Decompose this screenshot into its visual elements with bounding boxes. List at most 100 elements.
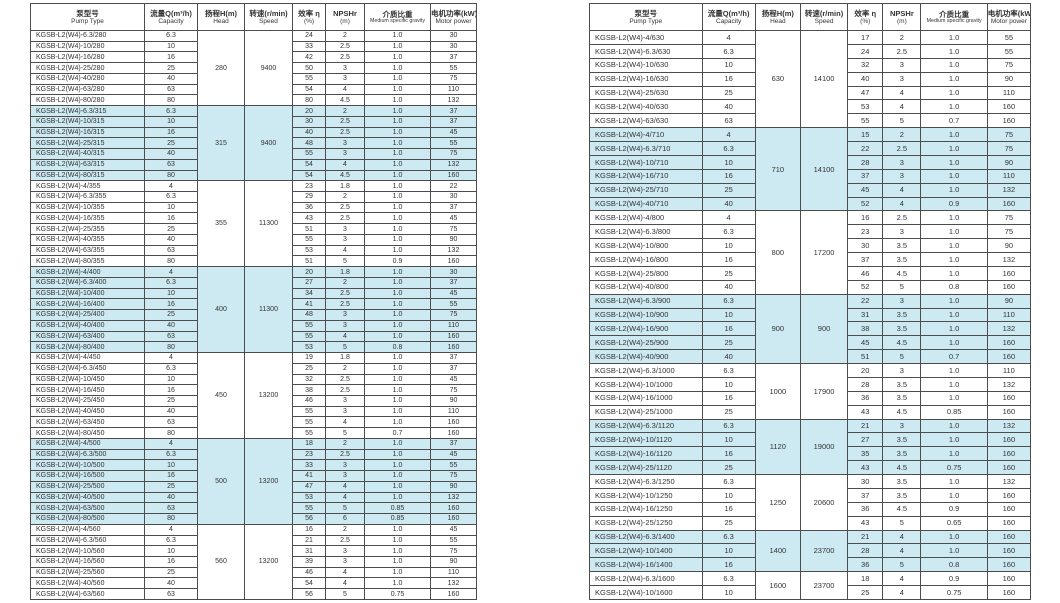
cell-capacity: 25: [144, 62, 198, 74]
cell-pump-type: KGSB-L2(W4)-4/500: [30, 437, 145, 450]
cell-pump-type: KGSB-L2(W4)-16/1000: [589, 390, 703, 406]
cell-npshr: 4: [325, 480, 365, 493]
cell-efficiency: 54: [292, 577, 326, 590]
col-header-efficiency: 效率 η (%): [847, 3, 884, 31]
cell-motor-power: 90: [986, 71, 1032, 87]
cell-motor-power: 37: [430, 437, 477, 450]
cell-npshr: 3: [325, 405, 365, 418]
cell-gravity: 1.0: [920, 71, 988, 87]
cell-capacity: 6.3: [701, 141, 756, 156]
cell-pump-type: KGSB-L2(W4)-10/400: [30, 287, 145, 300]
cell-motor-power: 37: [430, 362, 477, 375]
cell-motor-power: 30: [430, 266, 477, 278]
cell-capacity: 6.3: [701, 418, 756, 434]
cell-head: 355: [197, 180, 245, 268]
cell-capacity: 25: [701, 335, 756, 351]
cell-efficiency: 41: [292, 470, 326, 482]
cell-gravity: 1.0: [364, 309, 431, 321]
cell-gravity: 1.0: [920, 418, 988, 434]
col-header-en: Speed: [814, 17, 834, 25]
cell-npshr: 2.5: [325, 287, 365, 300]
cell-gravity: 0.9: [920, 501, 988, 517]
cell-pump-type: KGSB-L2(W4)-63/315: [30, 158, 145, 171]
cell-npshr: 4: [325, 491, 365, 504]
cell-pump-type: KGSB-L2(W4)-80/355: [30, 255, 145, 268]
cell-gravity: 1.0: [364, 51, 431, 64]
cell-efficiency: 43: [847, 404, 884, 420]
cell-motor-power: 160: [986, 487, 1032, 503]
col-header-en: (m): [340, 17, 350, 25]
table-row: KGSB-L2(W4)-4/800 4 800 17200 16 2.5 1.0 75: [589, 210, 1032, 295]
cell-capacity: 25: [701, 515, 756, 531]
cell-npshr: 3.5: [882, 487, 922, 503]
cell-npshr: 2: [325, 191, 365, 203]
cell-efficiency: 39: [292, 555, 326, 568]
cell-npshr: 3.5: [882, 321, 922, 337]
cell-gravity: 1.0: [920, 307, 988, 323]
cell-gravity: 1.0: [364, 373, 431, 386]
cell-npshr: 3: [882, 293, 922, 309]
table-row: KGSB-L2(W4)-40/900 40 51 5 0.7 160: [589, 349, 1032, 364]
cell-motor-power: 132: [986, 474, 1032, 489]
cell-motor-power: 110: [986, 307, 1032, 323]
cell-capacity: 40: [701, 279, 756, 295]
cell-gravity: 0.9: [920, 196, 988, 212]
cell-gravity: 1.0: [364, 319, 431, 332]
cell-capacity: 6.3: [701, 529, 756, 545]
table-row: KGSB-L2(W4)-25/500 25 47 4 1.0 90: [30, 480, 477, 493]
cell-capacity: 63: [144, 158, 198, 171]
cell-speed: 19000: [799, 418, 849, 475]
cell-efficiency: 28: [847, 376, 884, 392]
cell-gravity: 1.0: [364, 83, 431, 96]
cell-motor-power: 75: [430, 72, 477, 85]
cell-motor-power: 132: [430, 577, 477, 590]
cell-motor-power: 132: [986, 252, 1032, 267]
cell-pump-type: KGSB-L2(W4)-6.3/400: [30, 276, 145, 289]
col-header-efficiency: 效率 η (%): [292, 3, 326, 31]
cell-pump-type: KGSB-L2(W4)-63/630: [589, 113, 703, 129]
cell-motor-power: 55: [986, 43, 1032, 59]
table-row: KGSB-L2(W4)-10/900 10 31 3.5 1.0 110: [589, 307, 1032, 323]
cell-speed: 14100: [799, 29, 849, 129]
cell-capacity: 63: [144, 416, 198, 429]
cell-pump-type: KGSB-L2(W4)-6.3/355: [30, 191, 145, 203]
pump-spec-table-left: 泵型号 Pump Type 流量Q(m³/h) Capacity 扬程H(m) Head 转…: [30, 3, 477, 601]
cell-pump-type: KGSB-L2(W4)-25/800: [589, 265, 703, 281]
cell-capacity: 10: [701, 57, 756, 73]
cell-speed: 9400: [244, 105, 293, 182]
cell-npshr: 3: [325, 394, 365, 407]
cell-pump-type: KGSB-L2(W4)-6.3/1600: [589, 571, 703, 586]
cell-gravity: 1.0: [364, 223, 431, 235]
cell-npshr: 3.5: [882, 307, 922, 323]
cell-efficiency: 55: [292, 502, 326, 515]
header-row: 泵型号 Pump Type 流量Q(m³/h) Capacity 扬程H(m) Head 转…: [30, 3, 477, 31]
cell-npshr: 1.8: [325, 266, 365, 278]
cell-motor-power: 90: [430, 555, 477, 568]
cell-pump-type: KGSB-L2(W4)-40/315: [30, 148, 145, 160]
cell-pump-type: KGSB-L2(W4)-4/355: [30, 180, 145, 193]
cell-capacity: 6.3: [701, 224, 756, 240]
cell-efficiency: 53: [292, 341, 326, 354]
cell-motor-power: 160: [986, 515, 1032, 531]
table-row: KGSB-L2(W4)-4/560 4 560 13200 16 2 1.0 45: [30, 523, 477, 601]
cell-motor-power: 75: [430, 148, 477, 160]
cell-npshr: 2: [325, 105, 365, 117]
cell-motor-power: 75: [430, 545, 477, 557]
cell-gravity: 1.0: [920, 529, 988, 545]
table-row: KGSB-L2(W4)-10/500 10 33 3 1.0 55: [30, 459, 477, 472]
cell-pump-type: KGSB-L2(W4)-40/450: [30, 405, 145, 418]
cell-motor-power: 160: [430, 416, 477, 429]
table-row: KGSB-L2(W4)-16/900 16 38 3.5 1.0 132: [589, 321, 1032, 337]
cell-motor-power: 160: [986, 404, 1032, 420]
cell-efficiency: 15: [847, 127, 884, 142]
cell-npshr: 3.5: [882, 238, 922, 253]
cell-pump-type: KGSB-L2(W4)-6.3/500: [30, 448, 145, 461]
cell-motor-power: 30: [430, 30, 477, 42]
cell-efficiency: 43: [847, 460, 884, 475]
cell-npshr: 2.5: [882, 141, 922, 156]
cell-pump-type: KGSB-L2(W4)-10/1250: [589, 487, 703, 503]
cell-head: 450: [197, 352, 245, 439]
cell-pump-type: KGSB-L2(W4)-63/400: [30, 330, 145, 343]
cell-npshr: 2.5: [325, 51, 365, 64]
cell-motor-power: 160: [986, 390, 1032, 406]
